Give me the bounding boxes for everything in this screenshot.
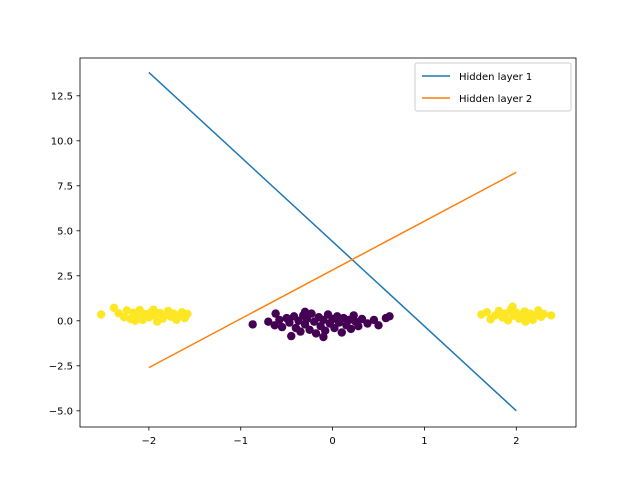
- y-axis: −5.0 −2.5 0.0 2.5 5.0 7.5 10.0 12.5: [49, 91, 80, 417]
- x-tick-label: 2: [513, 436, 519, 447]
- y-tick-label: 12.5: [51, 91, 73, 102]
- legend-label-hidden-layer-1: Hidden layer 1: [459, 72, 532, 83]
- scatter-point-class-0: [374, 321, 383, 330]
- scatter-point-class-0: [337, 328, 346, 337]
- scatter-point-class-0: [385, 312, 394, 321]
- x-tick-label: 0: [329, 436, 335, 447]
- y-tick-label: 0.0: [57, 316, 73, 327]
- scatter-point-class-0: [349, 311, 358, 320]
- scatter-point-class-1: [547, 311, 556, 320]
- scatter-point-class-1: [183, 309, 192, 319]
- scatter-point-class-0: [307, 309, 316, 318]
- scatter-point-class-1: [494, 306, 504, 316]
- x-tick-label: −2: [142, 436, 157, 447]
- scatter-point-class-0: [271, 309, 280, 318]
- scatter-point-class-0: [300, 307, 310, 316]
- scatter-point-class-1: [130, 316, 140, 325]
- scatter-point-class-0: [305, 325, 314, 334]
- scatter-point-class-0: [363, 319, 372, 328]
- y-tick-label: 5.0: [57, 226, 73, 237]
- scatter-point-class-1: [508, 302, 517, 311]
- scatter-point-class-1: [539, 309, 549, 319]
- y-tick-label: 7.5: [57, 181, 73, 192]
- legend-items: Hidden layer 1 Hidden layer 2: [422, 72, 532, 105]
- scatter-point-class-0: [332, 312, 342, 321]
- x-tick-label: −1: [233, 436, 248, 447]
- x-tick-label: 1: [421, 436, 427, 447]
- scatter-point-class-0: [346, 324, 356, 334]
- scatter-point-class-1: [503, 316, 513, 325]
- series-line-hidden-layer-2: [148, 171, 517, 369]
- scatter-point-class-0: [287, 331, 296, 341]
- series-layer: [148, 71, 517, 412]
- scatter-point-class-1: [96, 310, 106, 319]
- y-tick-label: −2.5: [49, 361, 73, 372]
- scatter-point-class-0: [354, 322, 363, 331]
- legend-label-hidden-layer-2: Hidden layer 2: [459, 94, 532, 105]
- scatter-layer: [96, 302, 556, 342]
- series-line-hidden-layer-1: [148, 71, 517, 412]
- scatter-point-class-1: [122, 306, 132, 315]
- scatter-point-class-1: [119, 313, 129, 322]
- scatter-point-class-0: [319, 332, 328, 342]
- axes-frame: [79, 57, 577, 428]
- x-axis: −2 −1 0 1 2: [142, 427, 519, 447]
- scatter-point-class-0: [296, 327, 305, 336]
- scatter-point-class-0: [321, 326, 330, 335]
- scatter-point-class-1: [149, 305, 158, 314]
- plot-area: [79, 57, 577, 428]
- y-tick-label: −5.0: [49, 406, 73, 417]
- scatter-point-class-0: [285, 318, 294, 327]
- axes-background: [80, 58, 576, 427]
- scatter-point-class-0: [275, 315, 284, 325]
- scatter-point-class-0: [311, 329, 321, 338]
- legend: Hidden layer 1 Hidden layer 2: [414, 62, 572, 112]
- scatter-point-class-0: [248, 320, 257, 329]
- legend-box: [414, 62, 572, 112]
- scatter-point-class-1: [521, 317, 530, 326]
- y-tick-label: 2.5: [57, 271, 73, 282]
- scatter-point-class-1: [482, 307, 492, 317]
- scatter-point-class-0: [277, 322, 287, 332]
- scatter-point-class-0: [264, 317, 273, 326]
- y-tick-label: 10.0: [51, 136, 73, 147]
